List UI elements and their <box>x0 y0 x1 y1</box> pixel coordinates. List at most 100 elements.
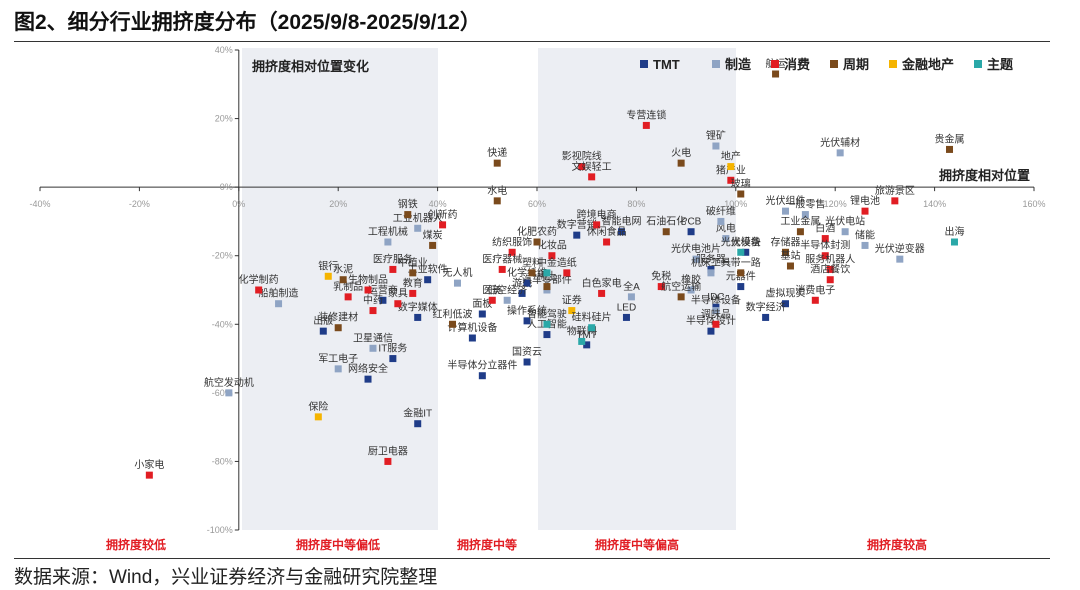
data-point <box>409 269 417 277</box>
data-point <box>727 163 735 171</box>
data-point <box>523 317 531 325</box>
data-point <box>478 372 486 380</box>
y-tick-label: 40% <box>215 45 233 55</box>
legend-label: 消费 <box>784 57 810 72</box>
data-point <box>662 228 670 236</box>
data-point <box>364 286 372 294</box>
legend-swatch <box>640 60 648 68</box>
data-point <box>707 269 715 277</box>
data-point <box>588 173 596 181</box>
data-label: 网络安全 <box>348 362 388 375</box>
data-point <box>449 320 457 328</box>
data-label: 煤炭 <box>423 228 443 241</box>
data-point <box>523 358 531 366</box>
data-label: 运营商 <box>368 283 398 296</box>
y-tick-label: 0% <box>220 182 233 192</box>
data-point <box>404 211 412 219</box>
data-point <box>762 313 770 321</box>
figure-title: 图2、细分行业拥挤度分布（2025/9/8-2025/9/12） <box>14 11 481 34</box>
data-label: 船舶制造 <box>259 287 299 300</box>
data-label: 消费电子 <box>795 283 835 296</box>
data-label: 基站 <box>780 249 800 262</box>
data-point <box>727 176 735 184</box>
data-point <box>677 159 685 167</box>
data-point <box>821 235 829 243</box>
data-point <box>528 269 536 277</box>
data-label: 航空运输 <box>661 280 701 293</box>
data-point <box>786 262 794 270</box>
data-label: 火电 <box>671 146 691 159</box>
data-label: 元器件 <box>726 271 756 283</box>
data-label: 造纸 <box>557 256 577 269</box>
data-point <box>523 279 531 287</box>
data-point <box>468 334 476 342</box>
data-label: 服务器 <box>696 252 726 265</box>
legend-label: 主题 <box>987 57 1014 72</box>
data-label: 化学制药 <box>239 273 279 286</box>
data-point <box>821 252 829 260</box>
data-label: 服务机器人 <box>805 252 855 265</box>
data-point <box>627 293 635 301</box>
data-point <box>578 337 586 345</box>
data-label: 证券 <box>562 294 582 307</box>
data-point <box>712 307 720 315</box>
data-point <box>543 331 551 339</box>
data-point <box>737 190 745 198</box>
y-tick-label: -100% <box>207 525 233 535</box>
legend-swatch <box>830 60 838 68</box>
data-point <box>891 197 899 205</box>
data-label: 光伏电站 <box>825 215 865 228</box>
data-label: LED <box>617 302 636 313</box>
data-label: 纺织服饰 <box>492 235 532 248</box>
legend-swatch <box>771 60 779 68</box>
data-point <box>453 279 461 287</box>
data-label: 化肥农药 <box>517 225 557 238</box>
data-label: 工业金属 <box>780 215 820 228</box>
data-label: 计算机设备 <box>447 321 497 334</box>
data-label: 航空发动机 <box>204 376 254 389</box>
data-label: 半导体分立器件 <box>447 359 517 372</box>
data-point <box>712 320 720 328</box>
data-point <box>334 365 342 373</box>
data-point <box>801 211 809 219</box>
data-label: 光伏设备 <box>721 235 761 248</box>
data-point <box>737 269 745 277</box>
data-label: TMT <box>576 330 597 341</box>
data-point <box>389 265 397 273</box>
data-point <box>439 221 447 229</box>
zone-label: 拥挤度中等偏高 <box>595 537 679 552</box>
data-label: 低空经济 <box>487 283 527 296</box>
data-point <box>657 283 665 291</box>
legend-label: 制造 <box>725 57 752 72</box>
x-tick-label: 140% <box>923 199 946 209</box>
y-tick-label: -60% <box>212 388 233 398</box>
data-label: 金融IT <box>403 407 432 420</box>
data-label: 全A <box>623 280 640 293</box>
data-label: 塑料 <box>522 256 542 269</box>
data-point <box>414 224 422 232</box>
data-point <box>379 296 387 304</box>
data-label: 半导体设计 <box>686 314 736 327</box>
data-point <box>478 310 486 318</box>
data-point <box>603 238 611 246</box>
data-label: PCB <box>681 217 702 228</box>
x-tick-label: 0% <box>232 199 245 209</box>
data-label: 锂电池 <box>850 194 880 207</box>
data-label: 军工电子 <box>318 352 358 365</box>
y-tick-label: -20% <box>212 251 233 261</box>
data-point <box>826 265 834 273</box>
data-label: 化妆品 <box>537 239 567 252</box>
data-point <box>389 355 397 363</box>
data-point <box>642 121 650 129</box>
data-point <box>861 241 869 249</box>
data-label: 教育 <box>403 276 423 289</box>
data-point <box>384 238 392 246</box>
data-point <box>225 389 233 397</box>
data-label: 光伏电池片 <box>671 242 721 255</box>
data-point <box>334 324 342 332</box>
data-point <box>717 217 725 225</box>
data-label: 数字经济 <box>746 300 786 313</box>
data-point <box>836 149 844 157</box>
data-label: 保险 <box>308 400 328 413</box>
data-label: 影视院线 <box>562 150 602 163</box>
